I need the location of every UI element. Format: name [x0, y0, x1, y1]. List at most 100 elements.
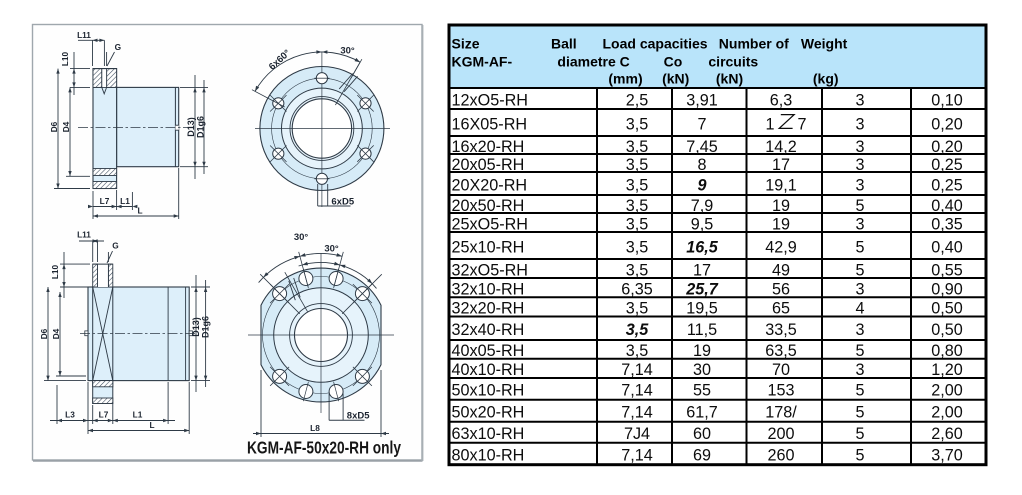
svg-text:5: 5: [855, 404, 864, 422]
svg-text:G: G: [115, 42, 121, 52]
svg-text:0,35: 0,35: [931, 215, 963, 233]
svg-text:L: L: [137, 206, 142, 216]
svg-text:1: 1: [765, 115, 774, 133]
svg-text:9,5: 9,5: [691, 215, 714, 233]
svg-text:16x20-RH: 16x20-RH: [452, 138, 525, 156]
svg-text:19: 19: [772, 197, 790, 215]
svg-text:7,9: 7,9: [691, 197, 714, 215]
svg-text:0,10: 0,10: [931, 91, 963, 109]
svg-text:7J4: 7J4: [624, 425, 650, 443]
svg-text:L1: L1: [120, 196, 130, 206]
svg-text:25x10-RH: 25x10-RH: [452, 238, 525, 256]
svg-text:30: 30: [693, 361, 711, 379]
svg-text:0,20: 0,20: [931, 138, 963, 156]
svg-text:7: 7: [798, 115, 807, 133]
svg-text:G: G: [112, 241, 118, 251]
svg-text:3: 3: [855, 280, 864, 298]
svg-text:L8: L8: [310, 423, 320, 433]
svg-text:32x40-RH: 32x40-RH: [452, 321, 525, 339]
svg-text:D4: D4: [61, 121, 71, 132]
svg-text:Size: Size: [452, 36, 480, 52]
svg-text:65: 65: [772, 300, 790, 318]
svg-text:D1g6: D1g6: [195, 116, 205, 138]
svg-text:7,45: 7,45: [686, 138, 718, 156]
svg-text:2,60: 2,60: [931, 425, 963, 443]
svg-text:5: 5: [855, 447, 864, 465]
svg-text:5: 5: [855, 197, 864, 215]
svg-text:L7: L7: [100, 196, 110, 206]
svg-text:3,5: 3,5: [626, 300, 649, 318]
svg-text:32x10-RH: 32x10-RH: [452, 280, 525, 298]
svg-text:25,7: 25,7: [685, 280, 719, 298]
svg-text:3: 3: [855, 115, 864, 133]
svg-text:(kN): (kN): [662, 71, 689, 87]
svg-text:0,25: 0,25: [931, 156, 963, 174]
svg-text:260: 260: [767, 447, 794, 465]
svg-text:5: 5: [855, 382, 864, 400]
svg-text:42,9: 42,9: [765, 238, 797, 256]
svg-text:L1: L1: [133, 410, 143, 420]
svg-text:30°: 30°: [294, 232, 309, 243]
svg-text:20x05-RH: 20x05-RH: [452, 156, 525, 174]
svg-text:3,5: 3,5: [626, 176, 649, 194]
svg-text:32x20-RH: 32x20-RH: [452, 300, 525, 318]
svg-text:3,5: 3,5: [626, 138, 649, 156]
svg-text:D6: D6: [39, 328, 49, 339]
svg-text:16X05-RH: 16X05-RH: [452, 115, 528, 133]
svg-text:(mm): (mm): [608, 71, 642, 87]
svg-text:63,5: 63,5: [765, 342, 797, 360]
svg-text:40x10-RH: 40x10-RH: [452, 361, 525, 379]
svg-text:3,5: 3,5: [626, 215, 649, 233]
svg-text:5: 5: [855, 342, 864, 360]
svg-text:40x05-RH: 40x05-RH: [452, 342, 525, 360]
svg-text:20x50-RH: 20x50-RH: [452, 197, 525, 215]
svg-text:D6: D6: [49, 121, 59, 132]
svg-text:Co: Co: [664, 54, 683, 70]
svg-text:(kg): (kg): [813, 71, 839, 87]
svg-text:L3: L3: [65, 410, 75, 420]
svg-text:L10: L10: [60, 51, 70, 66]
svg-text:0,80: 0,80: [931, 342, 963, 360]
svg-text:8xD5: 8xD5: [347, 411, 370, 422]
svg-text:50x10-RH: 50x10-RH: [452, 382, 525, 400]
svg-text:200: 200: [767, 425, 794, 443]
svg-text:D13): D13): [186, 117, 196, 137]
svg-text:12xO5-RH: 12xO5-RH: [452, 91, 528, 109]
svg-text:3: 3: [855, 215, 864, 233]
svg-text:30°: 30°: [324, 244, 339, 255]
svg-text:19,5: 19,5: [686, 300, 718, 318]
svg-text:3: 3: [855, 138, 864, 156]
svg-text:80x10-RH: 80x10-RH: [452, 447, 525, 465]
svg-text:50x20-RH: 50x20-RH: [452, 404, 525, 422]
svg-text:KGM-AF-: KGM-AF-: [452, 54, 513, 70]
svg-text:0,55: 0,55: [931, 261, 963, 279]
svg-text:3,5: 3,5: [626, 156, 649, 174]
svg-text:7,14: 7,14: [621, 361, 653, 379]
svg-text:5: 5: [855, 425, 864, 443]
svg-text:6,3: 6,3: [770, 91, 793, 109]
svg-text:30°: 30°: [340, 46, 355, 57]
svg-text:20X20-RH: 20X20-RH: [452, 176, 528, 194]
svg-text:56: 56: [772, 280, 790, 298]
svg-text:3: 3: [855, 321, 864, 339]
svg-text:7,14: 7,14: [621, 447, 653, 465]
svg-text:178/: 178/: [765, 404, 797, 422]
svg-text:5: 5: [855, 261, 864, 279]
svg-text:L10: L10: [50, 264, 60, 279]
svg-text:L11: L11: [77, 30, 91, 40]
svg-text:5: 5: [855, 238, 864, 256]
svg-text:3,5: 3,5: [626, 261, 649, 279]
svg-text:33,5: 33,5: [765, 321, 797, 339]
svg-text:Number of: Number of: [719, 36, 789, 52]
svg-text:14,2: 14,2: [765, 138, 797, 156]
svg-text:L11: L11: [77, 230, 91, 240]
svg-text:19,1: 19,1: [765, 176, 797, 194]
svg-text:3: 3: [855, 91, 864, 109]
svg-text:153: 153: [767, 382, 794, 400]
svg-text:2,5: 2,5: [626, 91, 649, 109]
svg-text:3: 3: [855, 176, 864, 194]
svg-text:2,00: 2,00: [931, 382, 963, 400]
svg-text:11,5: 11,5: [687, 321, 717, 339]
svg-text:63x10-RH: 63x10-RH: [452, 425, 525, 443]
svg-text:7: 7: [697, 115, 706, 133]
